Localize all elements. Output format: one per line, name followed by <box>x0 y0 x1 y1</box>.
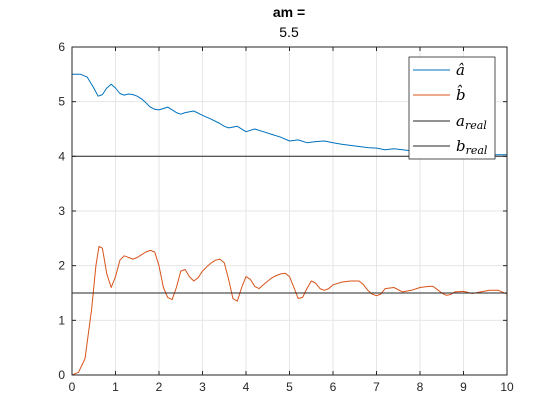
legend-box <box>408 56 496 160</box>
chart-subtitle: 5.5 <box>279 24 299 40</box>
x-tick-label: 8 <box>417 380 424 394</box>
x-tick-label: 7 <box>373 380 380 394</box>
y-tick-label: 3 <box>58 204 65 218</box>
y-tick-label: 1 <box>58 313 65 327</box>
legend-label-b-hat: b̂ <box>456 85 466 104</box>
legend: â b̂ areal breal <box>408 56 496 160</box>
x-tick-label: 5 <box>286 380 293 394</box>
x-tick-label: 10 <box>500 380 514 394</box>
y-tick-label: 0 <box>58 368 65 382</box>
x-tick-label: 4 <box>243 380 250 394</box>
axis-ticks: 0 1 2 3 4 5 6 7 8 9 10 0 1 2 3 4 5 6 <box>58 40 514 394</box>
y-tick-label: 5 <box>58 95 65 109</box>
x-tick-label: 1 <box>112 380 119 394</box>
x-tick-label: 6 <box>330 380 337 394</box>
chart-title: am = <box>273 4 305 20</box>
x-tick-label: 0 <box>69 380 76 394</box>
series-b-hat <box>71 246 508 376</box>
legend-label-a-hat: â <box>456 61 465 79</box>
y-tick-label: 6 <box>58 40 65 54</box>
y-tick-label: 4 <box>58 149 65 163</box>
x-tick-label: 2 <box>156 380 163 394</box>
y-tick-label: 2 <box>58 259 65 273</box>
x-tick-label: 9 <box>460 380 467 394</box>
x-tick-label: 3 <box>199 380 206 394</box>
